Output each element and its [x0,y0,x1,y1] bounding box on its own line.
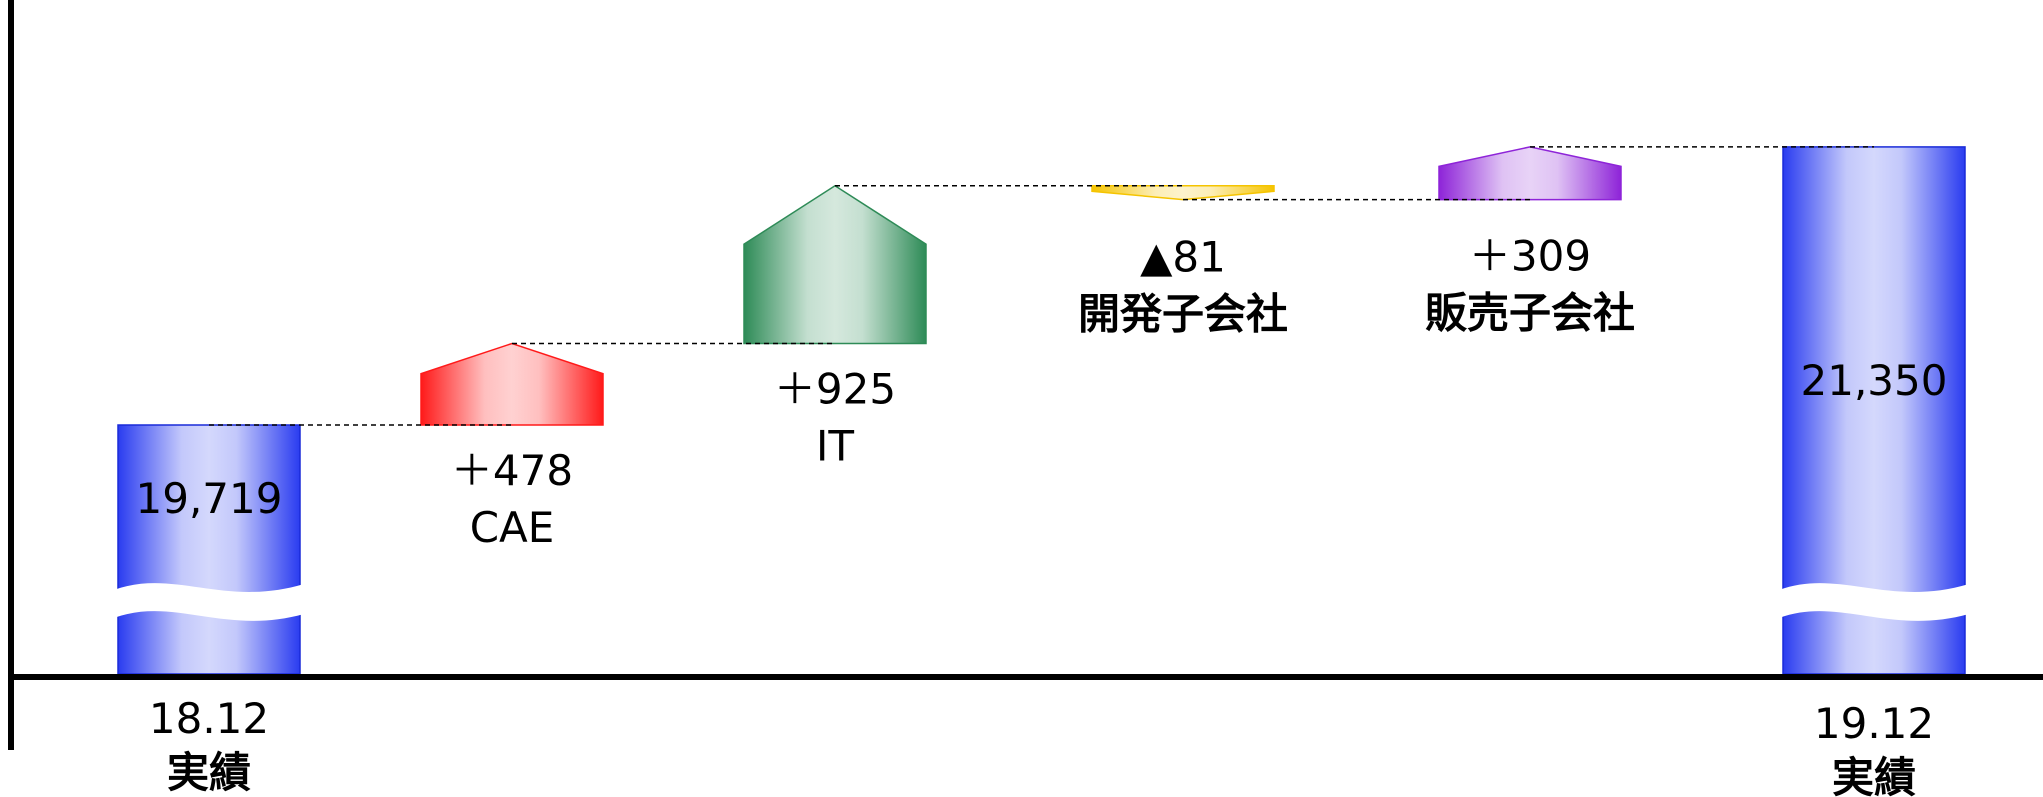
connector-lines [209,146,1874,426]
step-cae-value-label: ＋478 [451,446,573,495]
end-bar [1782,146,1966,599]
start-period-label: 18.12 [149,694,269,743]
step-cae-name-label: CAE [470,503,555,552]
step-sales-subsidiary-name-label: 販売子会社 [1425,289,1635,338]
start-value-label: 19,719 [136,474,283,523]
start-bar-group: 19,719 18.12 実績 [114,424,304,797]
end-axis-break [1779,583,1969,621]
step-2-group: ▲81 開発子会社 [1078,185,1288,339]
step-dev-subsidiary-name-label: 開発子会社 [1078,290,1288,339]
end-period-label: 19.12 [1814,699,1934,748]
step-3-group: ＋309 販売子会社 [1425,146,1635,338]
step-dev-subsidiary-mark [1091,185,1275,201]
step-it-mark [743,184,927,345]
end-value-label: 21,350 [1801,356,1948,405]
step-it-name-label: IT [816,422,854,471]
step-sales-subsidiary-mark [1438,146,1622,201]
step-cae-mark [420,342,604,426]
step-0-group: ＋478 CAE [420,342,604,552]
end-bar-group: 21,350 19.12 実績 [1779,146,1969,797]
step-dev-subsidiary-value-label: ▲81 [1140,233,1226,282]
step-it-value-label: ＋925 [774,365,896,414]
step-1-group: ＋925 IT [743,184,927,471]
end-actual-label: 実績 [1832,753,1916,797]
start-actual-label: 実績 [167,748,251,797]
start-axis-break [114,583,304,621]
step-sales-subsidiary-value-label: ＋309 [1469,232,1591,281]
